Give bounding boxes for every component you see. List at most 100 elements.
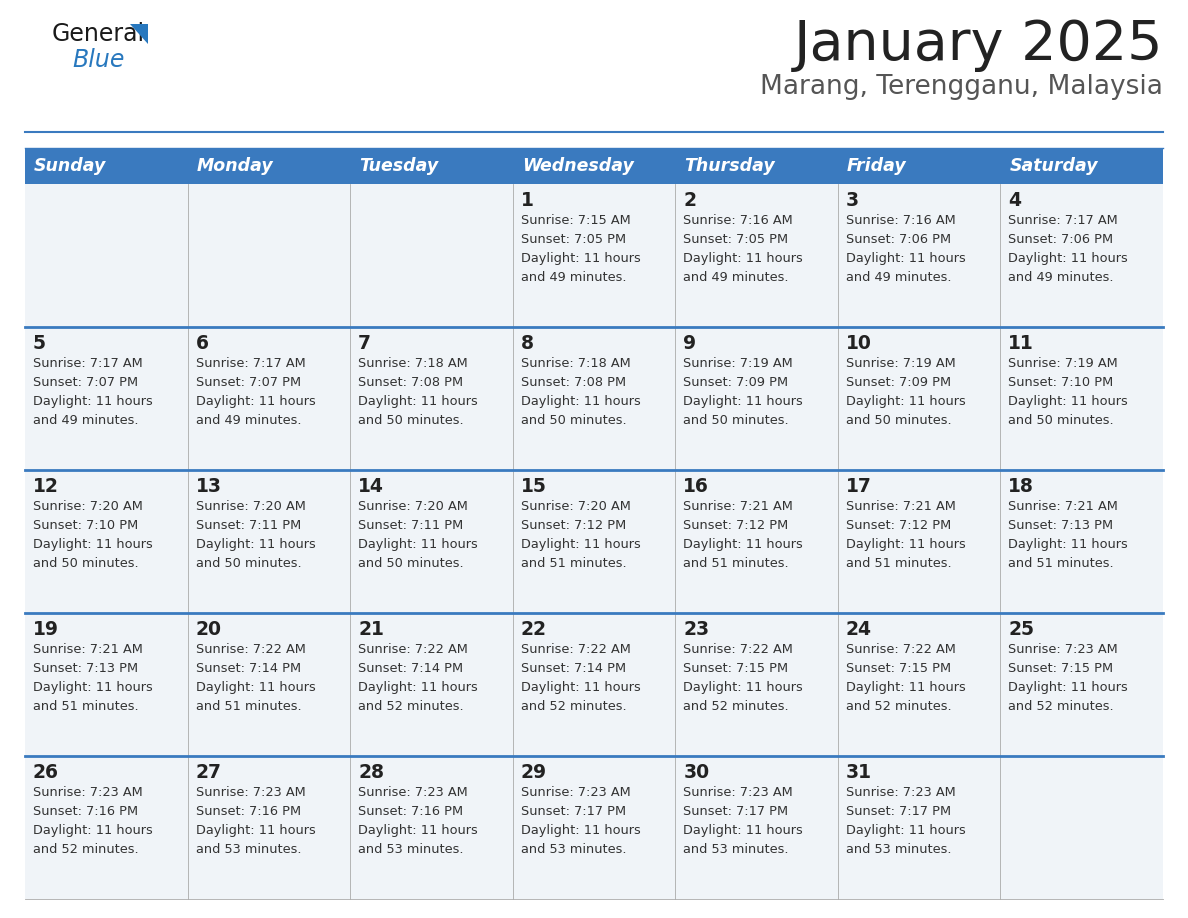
Text: Daylight: 11 hours: Daylight: 11 hours bbox=[683, 824, 803, 837]
Bar bbox=[350, 470, 513, 613]
Text: 17: 17 bbox=[846, 477, 872, 496]
Bar bbox=[350, 613, 513, 756]
Text: Sunset: 7:13 PM: Sunset: 7:13 PM bbox=[1009, 519, 1113, 532]
Bar bbox=[188, 470, 350, 613]
Text: Sunset: 7:12 PM: Sunset: 7:12 PM bbox=[683, 519, 789, 532]
Bar bbox=[513, 756, 675, 899]
Text: Sunset: 7:15 PM: Sunset: 7:15 PM bbox=[1009, 662, 1113, 675]
Text: Daylight: 11 hours: Daylight: 11 hours bbox=[683, 252, 803, 265]
Text: Daylight: 11 hours: Daylight: 11 hours bbox=[846, 395, 966, 408]
Bar bbox=[25, 756, 188, 899]
Text: and 50 minutes.: and 50 minutes. bbox=[846, 414, 952, 427]
Text: Daylight: 11 hours: Daylight: 11 hours bbox=[846, 681, 966, 694]
Text: Daylight: 11 hours: Daylight: 11 hours bbox=[358, 538, 478, 551]
Text: Sunset: 7:06 PM: Sunset: 7:06 PM bbox=[846, 233, 950, 246]
Text: Monday: Monday bbox=[196, 157, 273, 175]
Text: 11: 11 bbox=[1009, 334, 1035, 353]
Bar bbox=[1000, 470, 1163, 613]
Text: and 50 minutes.: and 50 minutes. bbox=[358, 414, 463, 427]
Bar bbox=[350, 756, 513, 899]
Text: and 49 minutes.: and 49 minutes. bbox=[33, 414, 139, 427]
Text: Sunrise: 7:15 AM: Sunrise: 7:15 AM bbox=[520, 214, 631, 227]
Text: Wednesday: Wednesday bbox=[522, 157, 633, 175]
Bar bbox=[188, 327, 350, 470]
Text: Sunset: 7:17 PM: Sunset: 7:17 PM bbox=[683, 805, 789, 818]
Text: Sunrise: 7:20 AM: Sunrise: 7:20 AM bbox=[358, 500, 468, 513]
Text: and 53 minutes.: and 53 minutes. bbox=[358, 843, 463, 856]
Text: Sunrise: 7:22 AM: Sunrise: 7:22 AM bbox=[520, 643, 631, 656]
Text: and 51 minutes.: and 51 minutes. bbox=[1009, 557, 1114, 570]
Text: Sunset: 7:05 PM: Sunset: 7:05 PM bbox=[520, 233, 626, 246]
Text: 15: 15 bbox=[520, 477, 546, 496]
Text: 22: 22 bbox=[520, 620, 546, 639]
Bar bbox=[675, 613, 838, 756]
Text: Daylight: 11 hours: Daylight: 11 hours bbox=[520, 252, 640, 265]
Text: and 50 minutes.: and 50 minutes. bbox=[196, 557, 302, 570]
Text: Sunrise: 7:21 AM: Sunrise: 7:21 AM bbox=[1009, 500, 1118, 513]
Text: and 50 minutes.: and 50 minutes. bbox=[1009, 414, 1114, 427]
Text: and 50 minutes.: and 50 minutes. bbox=[33, 557, 139, 570]
Text: Daylight: 11 hours: Daylight: 11 hours bbox=[196, 395, 315, 408]
Text: 1: 1 bbox=[520, 191, 533, 210]
Text: Sunset: 7:17 PM: Sunset: 7:17 PM bbox=[846, 805, 950, 818]
Bar bbox=[513, 184, 675, 327]
Text: and 53 minutes.: and 53 minutes. bbox=[846, 843, 952, 856]
Text: General: General bbox=[52, 22, 145, 46]
Text: Sunrise: 7:16 AM: Sunrise: 7:16 AM bbox=[683, 214, 794, 227]
Text: Daylight: 11 hours: Daylight: 11 hours bbox=[846, 824, 966, 837]
Text: Sunrise: 7:21 AM: Sunrise: 7:21 AM bbox=[33, 643, 143, 656]
Text: January 2025: January 2025 bbox=[794, 18, 1163, 72]
Text: Sunset: 7:06 PM: Sunset: 7:06 PM bbox=[1009, 233, 1113, 246]
Text: and 52 minutes.: and 52 minutes. bbox=[520, 700, 626, 713]
Text: Sunset: 7:14 PM: Sunset: 7:14 PM bbox=[358, 662, 463, 675]
Bar bbox=[675, 184, 838, 327]
Text: 16: 16 bbox=[683, 477, 709, 496]
Text: 4: 4 bbox=[1009, 191, 1022, 210]
Bar bbox=[1000, 184, 1163, 327]
Text: and 51 minutes.: and 51 minutes. bbox=[33, 700, 139, 713]
Text: Sunrise: 7:19 AM: Sunrise: 7:19 AM bbox=[846, 357, 955, 370]
Text: Sunset: 7:16 PM: Sunset: 7:16 PM bbox=[196, 805, 301, 818]
Text: Sunset: 7:16 PM: Sunset: 7:16 PM bbox=[33, 805, 138, 818]
Text: Tuesday: Tuesday bbox=[359, 157, 438, 175]
Text: Sunset: 7:07 PM: Sunset: 7:07 PM bbox=[33, 376, 138, 389]
Text: 2: 2 bbox=[683, 191, 696, 210]
Text: Sunrise: 7:18 AM: Sunrise: 7:18 AM bbox=[358, 357, 468, 370]
Text: Sunset: 7:10 PM: Sunset: 7:10 PM bbox=[33, 519, 138, 532]
Text: and 51 minutes.: and 51 minutes. bbox=[683, 557, 789, 570]
Text: Sunrise: 7:20 AM: Sunrise: 7:20 AM bbox=[196, 500, 305, 513]
Bar bbox=[675, 756, 838, 899]
Text: Daylight: 11 hours: Daylight: 11 hours bbox=[196, 538, 315, 551]
Text: 7: 7 bbox=[358, 334, 371, 353]
Text: and 51 minutes.: and 51 minutes. bbox=[196, 700, 302, 713]
Text: 27: 27 bbox=[196, 763, 222, 782]
Text: 23: 23 bbox=[683, 620, 709, 639]
Text: Daylight: 11 hours: Daylight: 11 hours bbox=[358, 395, 478, 408]
Text: Sunrise: 7:17 AM: Sunrise: 7:17 AM bbox=[1009, 214, 1118, 227]
Bar bbox=[838, 470, 1000, 613]
Text: Daylight: 11 hours: Daylight: 11 hours bbox=[358, 681, 478, 694]
Text: Sunset: 7:08 PM: Sunset: 7:08 PM bbox=[358, 376, 463, 389]
Text: and 52 minutes.: and 52 minutes. bbox=[358, 700, 463, 713]
Text: Sunrise: 7:20 AM: Sunrise: 7:20 AM bbox=[33, 500, 143, 513]
Text: and 51 minutes.: and 51 minutes. bbox=[520, 557, 626, 570]
Text: 28: 28 bbox=[358, 763, 384, 782]
Text: 24: 24 bbox=[846, 620, 872, 639]
Text: Daylight: 11 hours: Daylight: 11 hours bbox=[1009, 538, 1129, 551]
Bar bbox=[25, 613, 188, 756]
Text: Sunset: 7:08 PM: Sunset: 7:08 PM bbox=[520, 376, 626, 389]
Text: and 50 minutes.: and 50 minutes. bbox=[520, 414, 626, 427]
Text: Daylight: 11 hours: Daylight: 11 hours bbox=[1009, 395, 1129, 408]
Text: and 49 minutes.: and 49 minutes. bbox=[1009, 271, 1114, 284]
Text: and 53 minutes.: and 53 minutes. bbox=[683, 843, 789, 856]
Text: Blue: Blue bbox=[72, 48, 125, 72]
Text: Friday: Friday bbox=[847, 157, 906, 175]
Text: Saturday: Saturday bbox=[1010, 157, 1098, 175]
Text: and 51 minutes.: and 51 minutes. bbox=[846, 557, 952, 570]
Text: Daylight: 11 hours: Daylight: 11 hours bbox=[33, 538, 153, 551]
Text: Sunrise: 7:22 AM: Sunrise: 7:22 AM bbox=[683, 643, 794, 656]
Bar bbox=[838, 756, 1000, 899]
Text: 18: 18 bbox=[1009, 477, 1035, 496]
Bar bbox=[188, 613, 350, 756]
Text: Sunrise: 7:23 AM: Sunrise: 7:23 AM bbox=[683, 786, 794, 799]
